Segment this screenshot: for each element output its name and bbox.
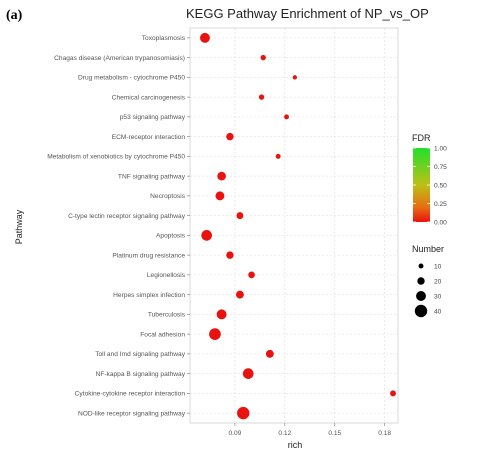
data-point (237, 406, 250, 420)
number-legend: Number 10 20 30 40 (412, 244, 444, 318)
data-point (265, 349, 274, 358)
data-points (200, 32, 396, 420)
data-point (284, 114, 289, 120)
y-tick-label: Toxoplasmosis (142, 35, 186, 42)
data-point (216, 309, 227, 320)
data-point (226, 132, 234, 141)
y-tick-label: C-type lectin receptor signaling pathway (68, 213, 186, 220)
fdr-tick-label: 0.25 (434, 201, 447, 208)
fdr-legend-title: FDR (412, 133, 431, 143)
y-axis: Toxoplasmosis Chagas disease (American tr… (47, 35, 190, 417)
data-point (217, 171, 226, 181)
data-point (209, 328, 221, 340)
y-tick-label: NOD-like receptor signaling pathway (78, 410, 186, 417)
x-tick-label: 0.15 (328, 430, 341, 437)
y-tick-label: Chemical carcinogenesis (112, 94, 186, 101)
fdr-tick-label: 0.00 (434, 219, 447, 226)
data-point (258, 94, 265, 100)
number-legend-dot (418, 263, 424, 269)
y-tick-label: Platinum drug resistance (112, 252, 185, 259)
number-legend-label: 10 (434, 263, 442, 270)
y-tick-label: Chagas disease (American trypanosomiasis… (54, 55, 185, 62)
y-tick-label: Cytokine-cytokine receptor interaction (75, 391, 186, 398)
y-tick-label: Metabolism of xenobiotics by cytochrome … (47, 154, 185, 161)
data-point (236, 212, 244, 220)
y-tick-label: Toll and Imd signaling pathway (95, 351, 186, 358)
panel-background (189, 27, 399, 424)
x-axis-title: rich (288, 440, 303, 450)
fdr-tick-label: 1.00 (434, 145, 447, 152)
y-tick-label: Focal adhesion (140, 331, 185, 338)
number-legend-label: 40 (434, 308, 442, 315)
data-point (215, 191, 225, 201)
data-point (226, 251, 234, 259)
fdr-tick-label: 0.75 (434, 164, 447, 171)
number-legend-dot (414, 304, 428, 318)
y-tick-label: p53 signaling pathway (120, 114, 186, 121)
data-point (201, 230, 212, 241)
panel-label: (a) (6, 8, 23, 23)
x-tick-label: 0.12 (278, 430, 291, 437)
y-axis-title: Pathway (14, 209, 24, 244)
fdr-legend: FDR 1.00 0.75 0.50 0.25 0.00 (412, 133, 447, 226)
y-tick-label: NF-kappa B signaling pathway (96, 371, 186, 378)
data-point (292, 75, 298, 80)
y-tick-label: Drug metabolism - cytochrome P450 (78, 75, 185, 82)
number-legend-dot (416, 291, 426, 301)
y-tick-label: Apoptosis (156, 233, 186, 240)
y-tick-label: Tuberculosis (148, 312, 186, 319)
data-point (275, 153, 281, 159)
fdr-colorbar (413, 148, 430, 222)
x-axis: 0.09 0.12 0.15 0.18 (229, 423, 391, 437)
number-legend-dot (417, 277, 425, 285)
plot-panel (189, 27, 399, 424)
x-tick-label: 0.18 (378, 430, 391, 437)
chart-title: KEGG Pathway Enrichment of NP_vs_OP (186, 6, 429, 21)
x-tick-label: 0.09 (229, 430, 242, 437)
y-tick-label: Necroptosis (150, 193, 186, 200)
y-tick-label: Herpes simplex infection (113, 292, 185, 299)
data-point (235, 290, 244, 299)
y-tick-label: TNF signaling pathway (118, 173, 186, 180)
data-point (248, 271, 255, 279)
data-point (390, 390, 396, 397)
y-tick-label: ECM-receptor interaction (112, 134, 186, 141)
number-legend-title: Number (412, 244, 444, 254)
data-point (242, 368, 254, 379)
fdr-tick-label: 0.50 (434, 182, 447, 189)
data-point (200, 32, 210, 43)
number-legend-label: 30 (434, 293, 442, 300)
y-tick-label: Legionellosis (147, 272, 186, 279)
number-legend-label: 20 (434, 278, 442, 285)
data-point (260, 54, 266, 61)
